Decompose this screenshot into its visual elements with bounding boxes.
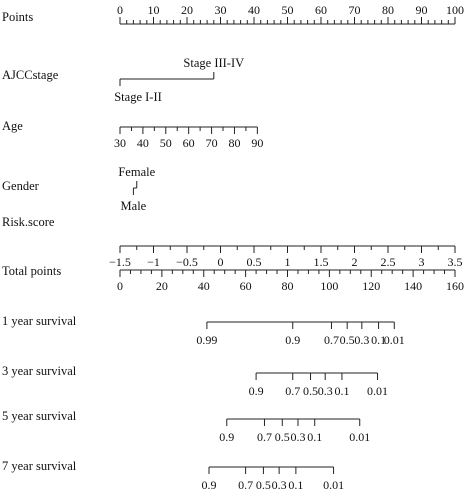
row-label-5-year-survival: 5 year survival [2, 409, 77, 423]
row-label-total-points: Total points [2, 264, 61, 278]
risk-score-tick-label: 1.5 [314, 255, 329, 269]
5-year-survival-tick-label: 0.7 [257, 430, 272, 444]
total-points-tick-label: 160 [446, 279, 464, 293]
points-tick-label: 0 [117, 3, 123, 17]
total-points-tick-label: 100 [320, 279, 338, 293]
age-tick-label: 40 [137, 136, 149, 150]
7-year-survival-tick-label: 0.3 [272, 478, 287, 492]
age-tick-label: 30 [114, 136, 126, 150]
total-points-tick-label: 140 [404, 279, 422, 293]
points-tick-label: 90 [416, 3, 428, 17]
gender-category-male: Male [121, 199, 147, 213]
row-label-risk-score: Risk.score [2, 215, 55, 229]
row-label-points: Points [2, 10, 33, 24]
points-tick-label: 20 [181, 3, 193, 17]
1-year-survival-tick-label: 0.01 [384, 333, 405, 347]
1-year-survival-tick-label: 0.1 [371, 333, 386, 347]
1-year-survival-tick-label: 0.9 [285, 333, 300, 347]
risk-score-tick-label: 0.5 [247, 255, 262, 269]
total-points-tick-label: 120 [362, 279, 380, 293]
points-tick-label: 40 [248, 3, 260, 17]
total-points-tick-label: 0 [117, 279, 123, 293]
row-label-3-year-survival: 3 year survival [2, 364, 77, 378]
risk-score-tick-label: 2.5 [381, 255, 396, 269]
age-tick-label: 80 [228, 136, 240, 150]
risk-score-tick-label: 0 [218, 255, 224, 269]
row-label-gender: Gender [2, 179, 40, 193]
3-year-survival-tick-label: 0.1 [334, 384, 349, 398]
risk-score-tick-label: 1 [285, 255, 291, 269]
1-year-survival-tick-label: 0.5 [340, 333, 355, 347]
total-points-tick-label: 40 [198, 279, 210, 293]
points-tick-label: 100 [446, 3, 464, 17]
age-tick-label: 50 [160, 136, 172, 150]
7-year-survival-tick-label: 0.1 [288, 478, 303, 492]
3-year-survival-tick-label: 0.9 [249, 384, 264, 398]
points-tick-label: 30 [215, 3, 227, 17]
5-year-survival-tick-label: 0.01 [349, 430, 370, 444]
points-tick-label: 50 [282, 3, 294, 17]
row-label-1-year-survival: 1 year survival [2, 314, 77, 328]
row-label-7-year-survival: 7 year survival [2, 459, 77, 473]
7-year-survival-tick-label: 0.5 [256, 478, 271, 492]
3-year-survival-tick-label: 0.01 [367, 384, 388, 398]
ajccstage-category-stage-i-ii: Stage I-II [114, 90, 162, 104]
risk-score-tick-label: −1.5 [109, 255, 131, 269]
total-points-tick-label: 80 [282, 279, 294, 293]
age-tick-label: 90 [251, 136, 263, 150]
points-tick-label: 70 [349, 3, 361, 17]
risk-score-tick-label: 3 [419, 255, 425, 269]
total-points-tick-label: 20 [156, 279, 168, 293]
points-tick-label: 60 [315, 3, 327, 17]
gender-category-female: Female [118, 165, 155, 179]
row-label-age: Age [2, 119, 23, 133]
total-points-tick-label: 60 [240, 279, 252, 293]
5-year-survival-tick-label: 0.1 [307, 430, 322, 444]
3-year-survival-tick-label: 0.3 [318, 384, 333, 398]
5-year-survival-tick-label: 0.5 [275, 430, 290, 444]
7-year-survival-tick-label: 0.01 [323, 478, 344, 492]
3-year-survival-tick-label: 0.5 [303, 384, 318, 398]
3-year-survival-tick-label: 0.7 [285, 384, 300, 398]
age-tick-label: 60 [183, 136, 195, 150]
risk-score-tick-label: −0.5 [176, 255, 198, 269]
1-year-survival-tick-label: 0.7 [324, 333, 339, 347]
points-tick-label: 80 [382, 3, 394, 17]
5-year-survival-tick-label: 0.9 [219, 430, 234, 444]
age-tick-label: 70 [206, 136, 218, 150]
risk-score-tick-label: −1 [147, 255, 160, 269]
5-year-survival-tick-label: 0.3 [290, 430, 305, 444]
points-tick-label: 10 [148, 3, 160, 17]
1-year-survival-tick-label: 0.99 [196, 333, 217, 347]
risk-score-tick-label: 3.5 [448, 255, 463, 269]
risk-score-tick-label: 2 [352, 255, 358, 269]
row-label-ajccstage: AJCCstage [2, 68, 59, 82]
7-year-survival-tick-label: 0.9 [201, 478, 216, 492]
1-year-survival-tick-label: 0.3 [354, 333, 369, 347]
7-year-survival-tick-label: 0.7 [238, 478, 253, 492]
ajccstage-category-stage-iii-iv: Stage III-IV [183, 56, 244, 70]
